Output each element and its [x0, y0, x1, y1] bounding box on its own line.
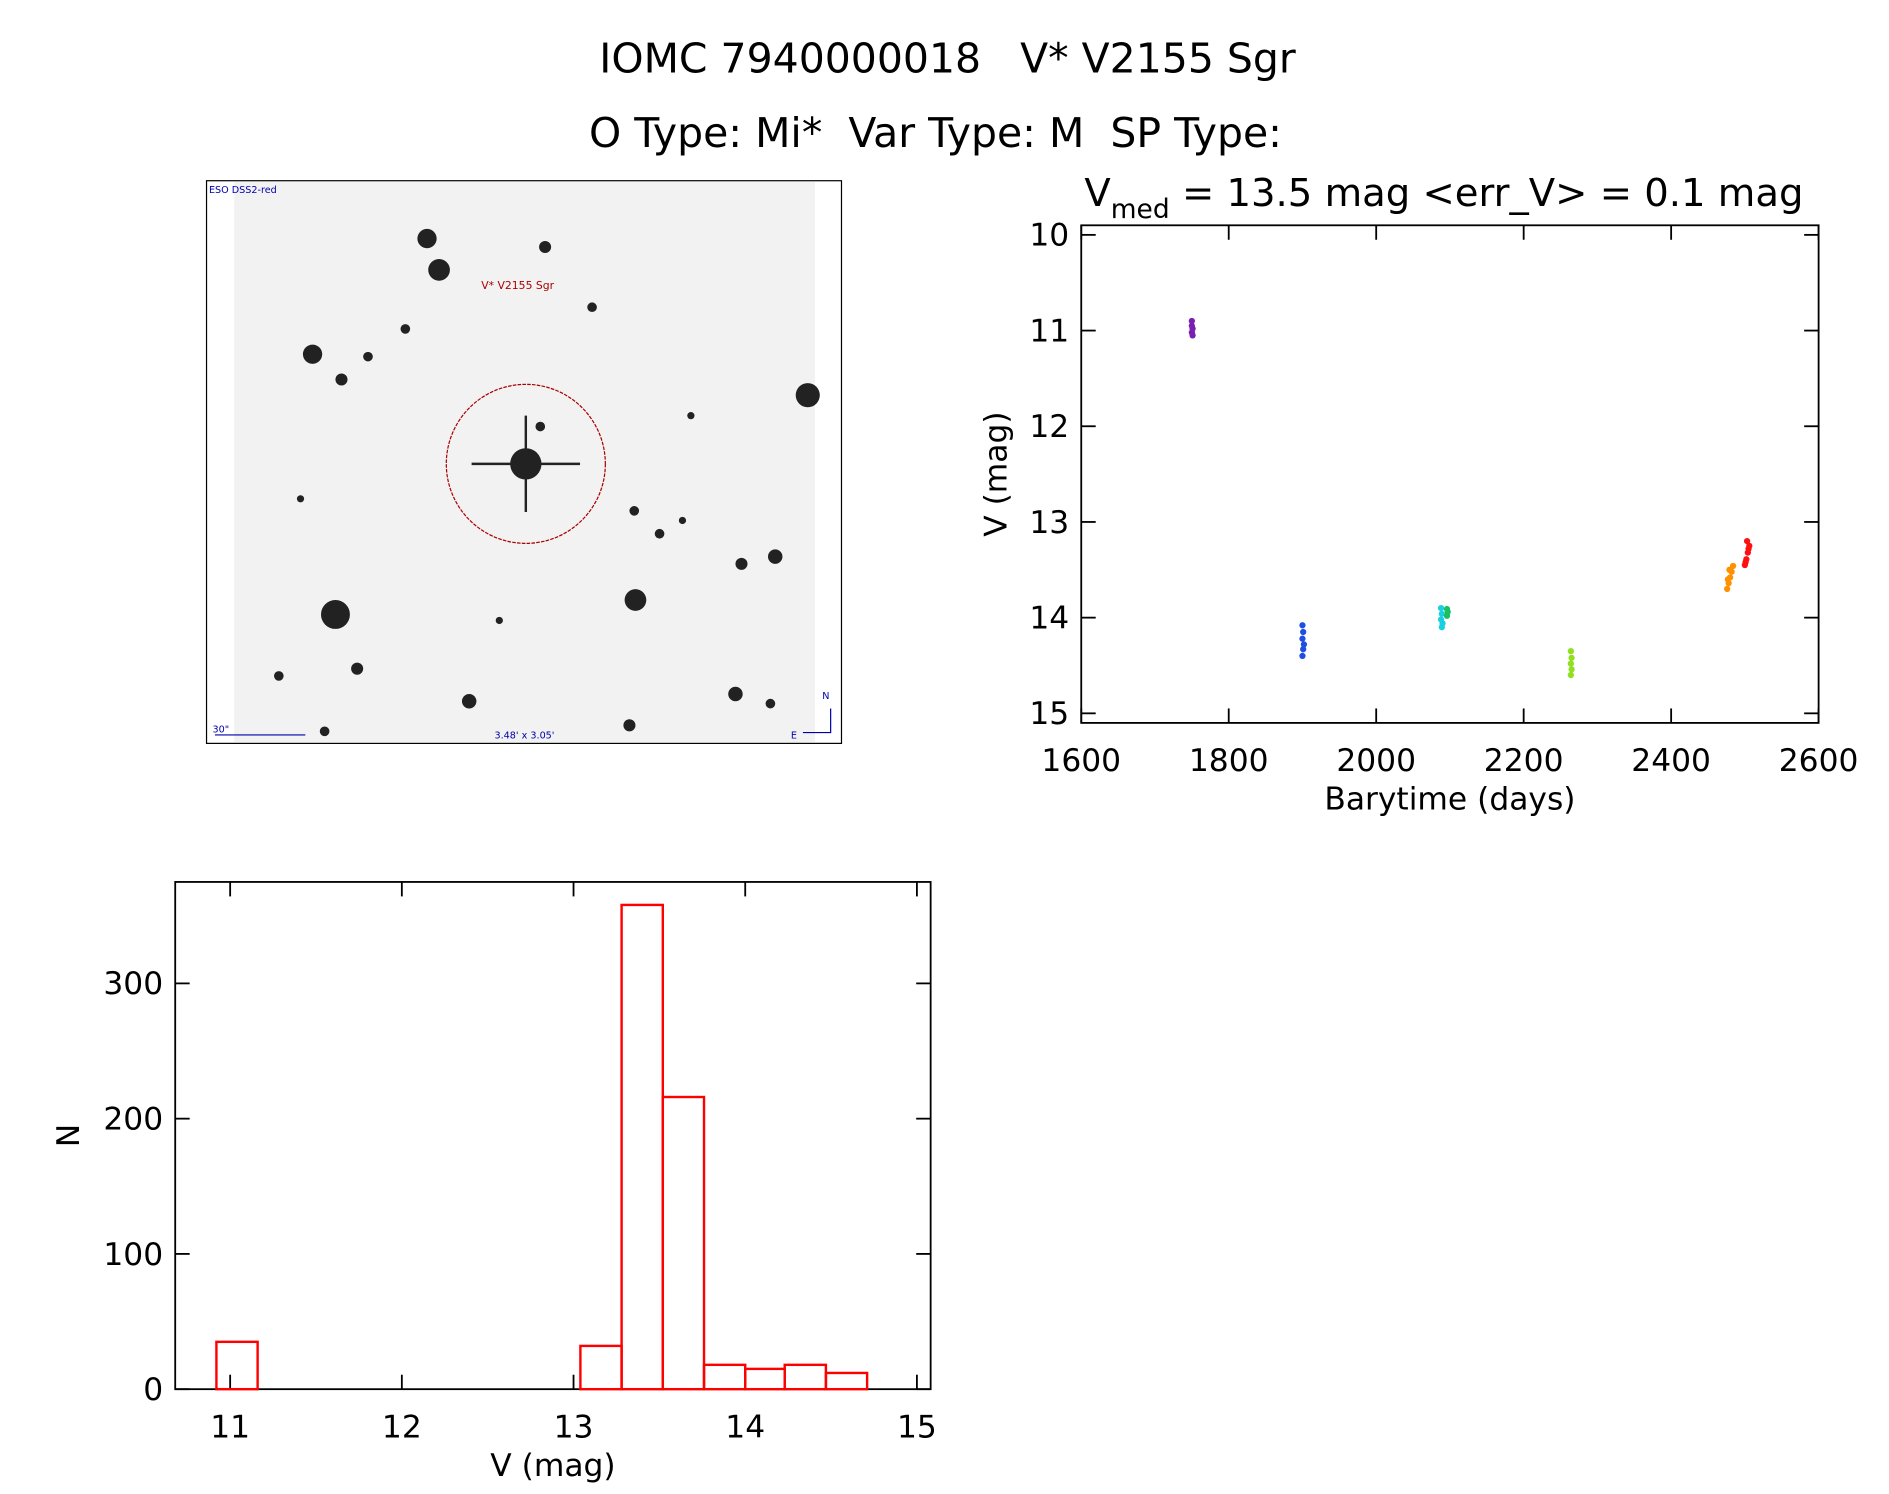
x-axis-label: V (mag)	[490, 1448, 615, 1484]
y-tick-label: 14	[1029, 600, 1069, 636]
data-point	[1724, 576, 1732, 583]
image-east: E	[791, 731, 797, 742]
image-size: 3.48' x 3.05'	[494, 731, 554, 742]
data-point	[1745, 545, 1752, 552]
plot-frame	[1080, 224, 1820, 724]
data-point	[1299, 652, 1306, 660]
image-scale: 30"	[213, 725, 230, 736]
x-tick-label: 12	[382, 1409, 422, 1445]
image-target: V* V2155 Sgr	[481, 279, 554, 292]
data-point	[1299, 635, 1306, 642]
y-tick-label: 100	[103, 1237, 163, 1273]
y-tick-label: 12	[1029, 409, 1069, 445]
histogram-bar	[702, 1363, 747, 1391]
x-tick-label: 13	[554, 1409, 594, 1445]
data-point	[1724, 585, 1731, 593]
y-tick-label: 13	[1029, 505, 1069, 541]
data-point	[1300, 641, 1308, 648]
sky-image: ESO DSS2-red V* V2155 Sgr 30" 3.48' x 3.…	[205, 180, 843, 744]
data-point	[1568, 666, 1575, 673]
title-subscript: med	[1111, 194, 1170, 225]
histogram-bar	[620, 903, 665, 1391]
data-point	[1726, 566, 1733, 573]
data-point	[1568, 654, 1575, 661]
x-tick-label: 2000	[1336, 743, 1416, 779]
data-point	[1443, 612, 1451, 619]
figure-title: IOMC 7940000018 V* V2155 Sgr	[599, 34, 1296, 82]
figure-subtitle: O Type: Mi* Var Type: M SP Type:	[589, 109, 1282, 157]
data-point	[1567, 648, 1574, 655]
x-tick-label: 1800	[1189, 743, 1269, 779]
x-tick-label: 11	[210, 1409, 250, 1445]
y-tick-label: 200	[103, 1101, 163, 1137]
data-point	[1567, 660, 1574, 667]
data-point	[1438, 624, 1445, 631]
histogram-bar	[579, 1344, 623, 1391]
y-axis-label: V (mag)	[979, 411, 1015, 536]
data-point	[1188, 317, 1195, 325]
histogram-bar	[744, 1367, 786, 1391]
y-axis-label: N	[51, 1124, 87, 1147]
plot-frame	[174, 881, 932, 1391]
image-north: N	[822, 691, 829, 702]
chart-title: Vmed = 13.5 mag <err_V> = 0.1 mag	[1084, 171, 1803, 225]
x-tick-label: 1600	[1041, 743, 1121, 779]
title-rest: = 13.5 mag <err_V> = 0.1 mag	[1170, 171, 1804, 216]
histogram-bar	[824, 1371, 869, 1391]
data-point	[1300, 646, 1307, 653]
image-survey: ESO DSS2-red	[209, 185, 277, 196]
y-tick-label: 300	[103, 966, 163, 1002]
histogram-bar	[215, 1340, 259, 1391]
x-tick-label: 2600	[1779, 743, 1859, 779]
histogram-bar	[783, 1363, 828, 1391]
x-tick-label: 15	[897, 1409, 937, 1445]
y-tick-label: 0	[143, 1372, 163, 1408]
x-tick-label: 14	[725, 1409, 765, 1445]
data-point	[1567, 671, 1574, 679]
data-point	[1189, 332, 1196, 339]
y-tick-label: 11	[1029, 313, 1069, 349]
y-tick-label: 15	[1029, 696, 1069, 732]
data-point	[1437, 604, 1445, 612]
x-tick-label: 2400	[1631, 743, 1711, 779]
data-point	[1743, 537, 1751, 545]
x-axis-label: Barytime (days)	[1324, 782, 1575, 818]
x-tick-label: 2200	[1484, 743, 1564, 779]
data-point	[1299, 622, 1306, 629]
title-main: V	[1084, 171, 1111, 216]
y-tick-label: 10	[1029, 218, 1069, 254]
data-point	[1742, 559, 1749, 566]
histogram-bar	[661, 1095, 706, 1391]
data-point	[1300, 628, 1307, 636]
data-point	[1438, 610, 1445, 617]
